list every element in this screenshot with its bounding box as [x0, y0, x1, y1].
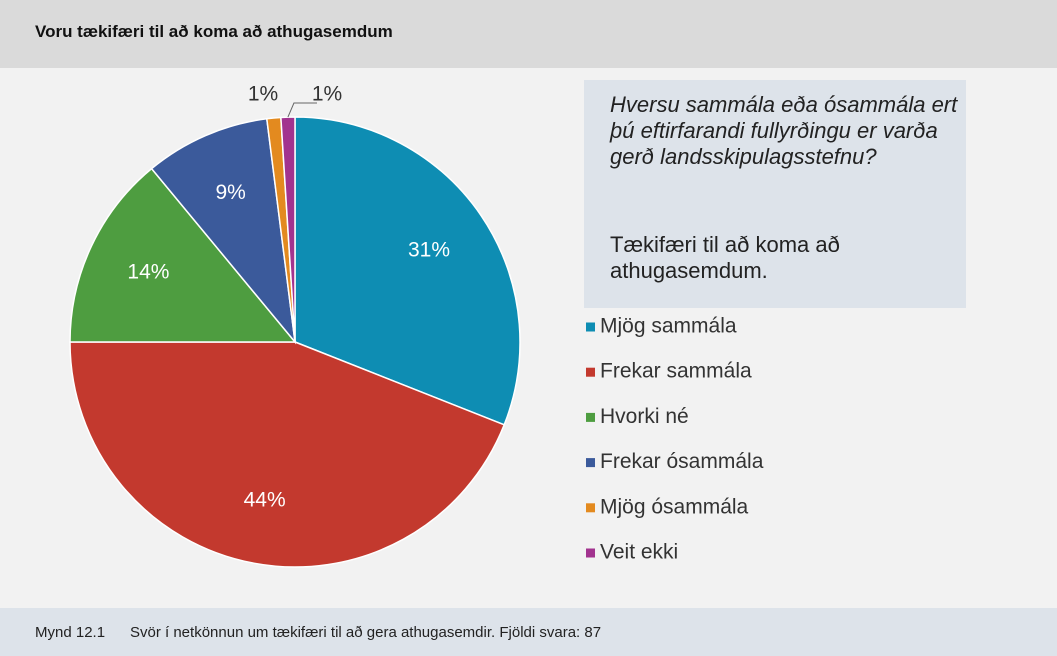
legend-label: Veit ekki	[600, 541, 678, 564]
legend-label: Mjög ósammála	[600, 495, 749, 518]
question: Hversu sammála eða ósammála ert þú eftir…	[610, 92, 958, 169]
legend-swatch	[586, 367, 595, 377]
data-label: 14%	[127, 261, 169, 284]
legend-label: Frekar sammála	[600, 360, 752, 383]
legend-swatch	[586, 503, 595, 513]
caption-number: Mynd 12.1	[35, 624, 106, 641]
legend-swatch	[586, 548, 595, 558]
legend-label: Hvorki né	[600, 405, 689, 428]
legend-label: Mjög sammála	[600, 315, 737, 338]
legend-label: Frekar ósammála	[600, 450, 764, 473]
leader-line	[287, 102, 317, 118]
chart-title: Voru tækifæri til að koma að athugasemdu…	[35, 22, 393, 41]
pie-slice	[280, 116, 296, 343]
chart: 31% 44% 14% 9% 1% 1% Mjög sammála Frekar sammál…	[69, 83, 764, 568]
statement: Tækifæri til að koma að athugasemdum.	[610, 232, 840, 283]
data-label: 1%	[312, 83, 342, 106]
pie-slice	[69, 167, 297, 343]
caption-bar: Mynd 12.1 Svör í netkönnun um tækifæri t…	[0, 608, 1057, 656]
pie-slice	[150, 117, 297, 345]
legend-swatch	[586, 458, 595, 468]
data-label: 1%	[248, 83, 278, 106]
data-label: 44%	[244, 489, 286, 512]
caption-text: Svör í netkönnun um tækifæri til að gera…	[130, 624, 602, 641]
pie-slice	[294, 116, 521, 426]
pie-slice	[69, 341, 506, 568]
data-label: 31%	[408, 238, 450, 261]
question-box: Hversu sammála eða ósammála ert þú eftir…	[584, 80, 966, 308]
data-label: 9%	[215, 181, 245, 204]
title-bar: Voru tækifæri til að koma að athugasemdu…	[0, 0, 1057, 68]
legend-swatch	[586, 412, 595, 422]
legend-swatch	[586, 322, 595, 332]
